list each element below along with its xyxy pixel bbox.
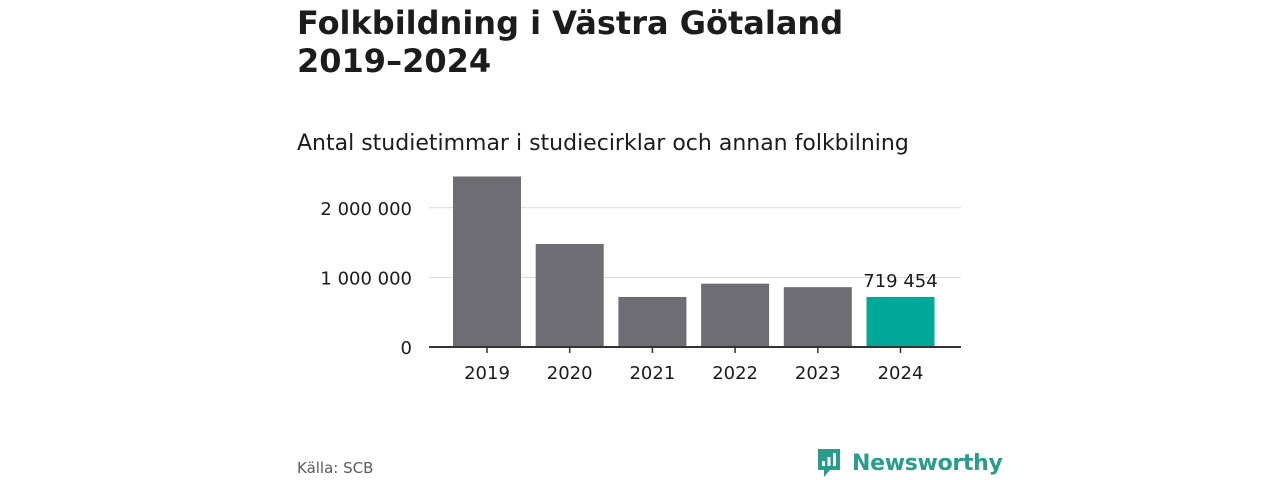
newsworthy-logo-icon	[818, 449, 840, 477]
axes	[429, 346, 961, 353]
chart-title-line2: 2019–2024	[297, 42, 492, 80]
x-tick-label: 2020	[547, 363, 593, 384]
source-note: Källa: SCB	[297, 459, 374, 477]
newsworthy-logo[interactable]: Newsworthy	[816, 447, 1003, 479]
x-tick-label: 2019	[464, 363, 510, 384]
x-tick-label: 2023	[795, 363, 841, 384]
y-tick-label: 2 000 000	[320, 199, 412, 220]
x-tick-label: 2022	[712, 363, 758, 384]
chart-title: Folkbildning i Västra Götaland 2019–2024	[297, 4, 997, 80]
y-tick-label: 1 000 000	[320, 268, 412, 289]
labels: 0 1 000 000 2 000 000 2019 2020 2021 2022 2023 2…	[320, 199, 937, 384]
bar-2024	[866, 296, 935, 347]
bar-2021	[618, 296, 687, 347]
newsworthy-logo-text: Newsworthy	[852, 450, 1003, 476]
x-tick-label: 2021	[629, 363, 675, 384]
bar-2019	[453, 176, 521, 347]
bar-2023	[783, 287, 852, 347]
data-label: 719 454	[863, 271, 937, 292]
bar-2022	[701, 283, 770, 347]
chart-title-line1: Folkbildning i Västra Götaland	[297, 4, 844, 42]
bar-2020	[535, 243, 604, 347]
x-tick-label: 2024	[878, 363, 924, 384]
bars	[453, 176, 935, 347]
y-tick-label: 0	[401, 338, 412, 359]
chart-subtitle: Antal studietimmar i studiecirklar och a…	[297, 131, 909, 156]
